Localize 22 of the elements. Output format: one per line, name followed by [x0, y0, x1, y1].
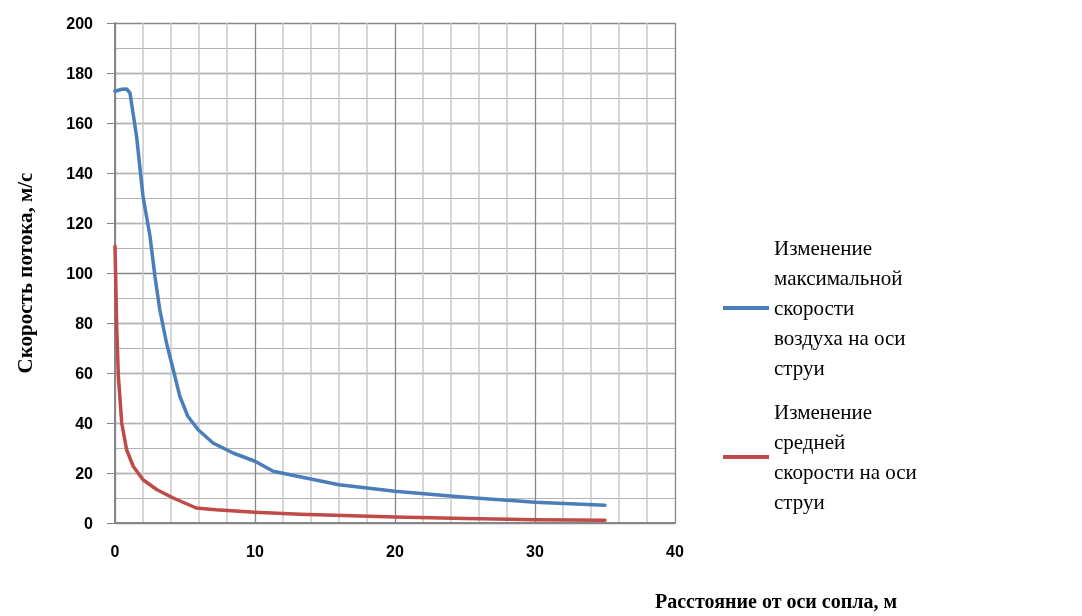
x-axis-title: Расстояние от оси сопла, м — [655, 590, 898, 612]
x-tick-label: 10 — [246, 542, 264, 560]
y-axis-title: Скорость потока, м/с — [12, 172, 37, 374]
x-tick-label: 40 — [666, 542, 684, 560]
y-tick-label: 80 — [75, 314, 94, 332]
x-tick-label: 0 — [110, 542, 120, 560]
x-tick-label: 20 — [386, 542, 404, 560]
y-tick-label: 100 — [66, 264, 94, 282]
y-tick-label: 120 — [66, 214, 94, 232]
line-series — [113, 244, 607, 522]
y-tick-label: 180 — [66, 64, 94, 82]
y-tick-label: 160 — [66, 114, 94, 132]
x-tick-label: 30 — [526, 542, 544, 560]
y-tick-label: 60 — [75, 364, 94, 382]
y-tick-label: 140 — [66, 164, 94, 182]
line-series — [113, 87, 607, 507]
y-tick-label: 0 — [84, 514, 94, 532]
y-tick-label: 20 — [75, 464, 94, 482]
legend-label: Изменение средней скорости на оси струи — [774, 400, 923, 514]
y-tick-label: 200 — [66, 14, 94, 32]
y-tick-label: 40 — [75, 414, 94, 432]
legend-label: Изменение максимальной скорости воздуха на оси струи — [774, 236, 911, 380]
